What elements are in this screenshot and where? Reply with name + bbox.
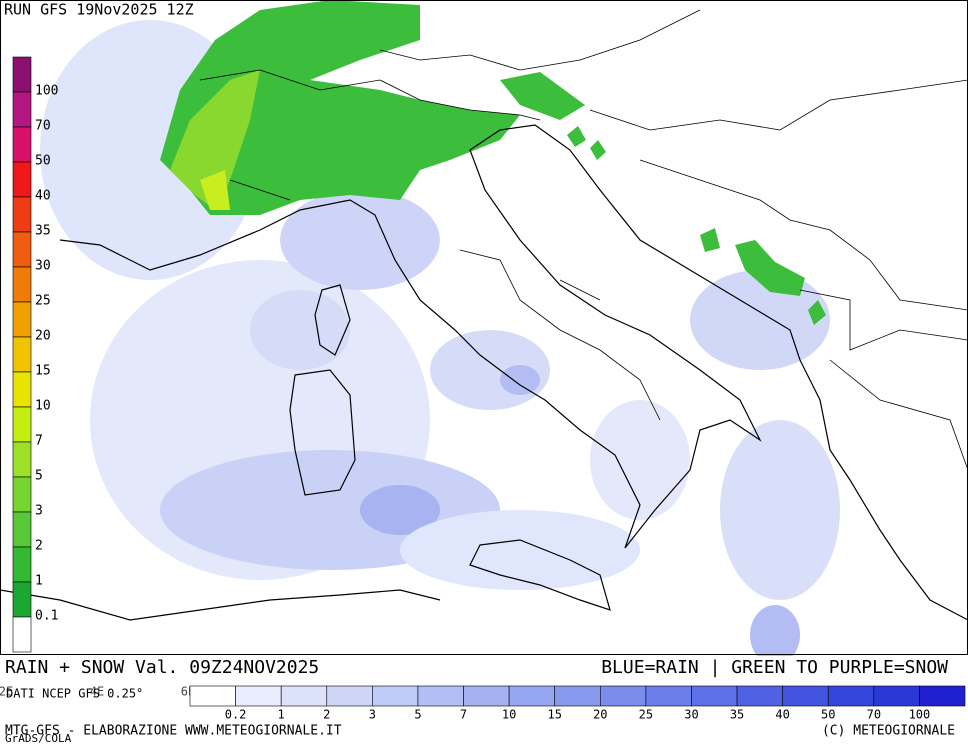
rain-scale-label: 50 — [821, 708, 835, 722]
rain-color-swatch — [827, 685, 875, 707]
snow-color-swatch — [12, 616, 32, 653]
longitude-label: 2E — [0, 685, 13, 699]
snow-color-swatch — [12, 371, 32, 408]
snow-scale-label: 70 — [35, 119, 51, 134]
snow-scale-label: 40 — [35, 189, 51, 204]
run-label: RUN GFS 19Nov2025 12Z — [4, 1, 194, 19]
snow-scale-label: 15 — [35, 364, 51, 379]
snow-scale-label: 1 — [35, 574, 43, 589]
rain-scale-label: 15 — [547, 708, 561, 722]
rain-colorbar: 0.2 1 2 3 5 7 10 15 20 25 30 35 40 50 70 100 — [189, 685, 966, 722]
snow-color-swatch — [12, 161, 32, 198]
precipitation-field — [40, 20, 840, 665]
snow-color-swatch — [12, 56, 32, 93]
rain-scale-label: 5 — [414, 708, 421, 722]
rain-color-swatch — [782, 685, 829, 707]
coastlines — [0, 124, 968, 621]
snow-scale-label: 0.1 — [35, 609, 58, 624]
rain-scale-label: 0.2 — [225, 708, 247, 722]
rain-color-swatch — [508, 685, 556, 707]
rain-color-swatch — [691, 685, 738, 707]
snow-scale-label: 3 — [35, 504, 43, 519]
rain-color-swatch — [919, 685, 966, 707]
snow-scale-label: 2 — [35, 539, 43, 554]
rain-scale-label: 35 — [730, 708, 744, 722]
rain-color-swatch — [372, 685, 419, 707]
snow-color-swatch — [12, 91, 32, 128]
snow-color-swatch — [12, 336, 32, 373]
software: GrADS/COLA — [5, 732, 72, 745]
rain-scale-label: 70 — [867, 708, 881, 722]
rain-color-swatch — [873, 685, 920, 707]
rain-scale-label: 2 — [323, 708, 330, 722]
snow-field — [160, 0, 826, 325]
snow-scale-label: 25 — [35, 294, 51, 309]
snow-scale-label: 35 — [35, 224, 51, 239]
snow-color-swatch — [12, 441, 32, 478]
snow-colorbar: 100 70 50 40 35 30 25 20 15 10 7 5 3 2 1 0.1 — [12, 56, 58, 653]
rain-color-swatch — [599, 685, 647, 707]
credit: MTG-GFS - ELABORAZIONE WWW.METEOGIORNALE… — [5, 724, 342, 739]
snow-color-swatch — [12, 266, 32, 303]
rain-color-swatch — [645, 685, 692, 707]
rain-color-swatch — [189, 685, 236, 707]
rain-color-swatch — [554, 685, 601, 707]
snow-color-swatch — [12, 126, 32, 163]
rain-scale-label: 20 — [593, 708, 607, 722]
borders — [199, 9, 968, 471]
snow-color-swatch — [12, 301, 32, 338]
snow-color-swatch — [12, 476, 32, 513]
snow-color-swatch — [12, 196, 32, 233]
snow-color-swatch — [12, 231, 32, 268]
rain-color-swatch — [417, 685, 464, 707]
footer-legend-note: BLUE=RAIN | GREEN TO PURPLE=SNOW — [601, 657, 948, 678]
rain-color-swatch — [235, 685, 282, 707]
snow-scale-label: 20 — [35, 329, 51, 344]
data-source: DATI NCEP GFS 0.25° — [6, 687, 143, 701]
rain-color-swatch — [280, 685, 328, 707]
rain-scale-label: 100 — [909, 708, 931, 722]
rain-scale-label: 10 — [502, 708, 516, 722]
rain-scale-label: 30 — [684, 708, 698, 722]
snow-color-swatch — [12, 406, 32, 443]
snow-scale-label: 5 — [35, 469, 43, 484]
snow-scale-label: 10 — [35, 399, 51, 414]
rain-scale-label: 3 — [369, 708, 376, 722]
snow-scale-label: 7 — [35, 434, 43, 449]
longitude-label: 4E — [90, 685, 104, 699]
snow-scale-label: 100 — [35, 84, 58, 99]
snow-scale-label: 50 — [35, 154, 51, 169]
snow-scale-label: 30 — [35, 259, 51, 274]
rain-color-swatch — [736, 685, 783, 707]
rain-color-swatch — [463, 685, 510, 707]
rain-scale-label: 7 — [460, 708, 467, 722]
rain-scale-label: 1 — [278, 708, 285, 722]
snow-color-swatch — [12, 581, 32, 618]
rain-scale-label: 40 — [775, 708, 789, 722]
copyright: (C) METEOGIORNALE — [822, 724, 955, 739]
footer-title: RAIN + SNOW Val. 09Z24NOV2025 — [5, 657, 319, 678]
rain-scale-label: 25 — [639, 708, 653, 722]
snow-color-swatch — [12, 511, 32, 548]
snow-color-swatch — [12, 546, 32, 583]
rain-color-swatch — [326, 685, 373, 707]
